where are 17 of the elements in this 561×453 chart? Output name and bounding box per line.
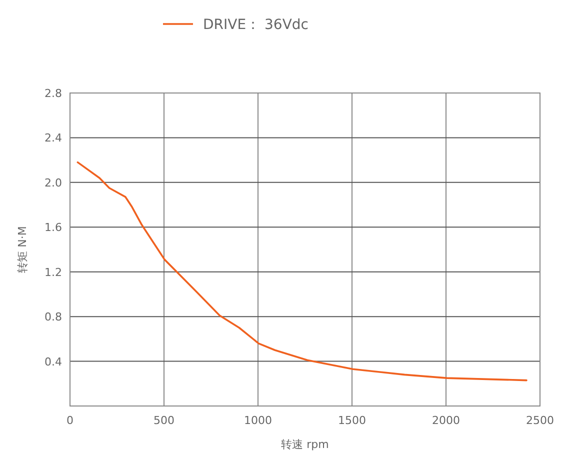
- y-tick-label: 0.4: [44, 355, 62, 368]
- x-tick-label: 0: [66, 414, 74, 427]
- x-axis-title: 转速 rpm: [281, 438, 329, 451]
- y-tick-label: 1.6: [44, 221, 62, 234]
- x-tick-label: 1500: [338, 414, 366, 427]
- line-series: [76, 161, 528, 382]
- y-axis-title: 转矩 N·M: [16, 226, 29, 273]
- legend-label: DRIVE： 36Vdc: [203, 17, 308, 33]
- y-tick-label: 1.2: [44, 266, 62, 279]
- y-tick-label: 2.4: [44, 132, 62, 145]
- y-tick-label: 2.8: [44, 87, 62, 100]
- y-tick-label: 0.8: [44, 310, 62, 324]
- x-tick-label: 500: [154, 414, 174, 427]
- x-tick-label: 2000: [432, 414, 460, 427]
- x-tick-label: 1000: [244, 414, 272, 427]
- y-tick-label: 2.0: [44, 176, 62, 190]
- x-tick-label: 2500: [526, 414, 554, 427]
